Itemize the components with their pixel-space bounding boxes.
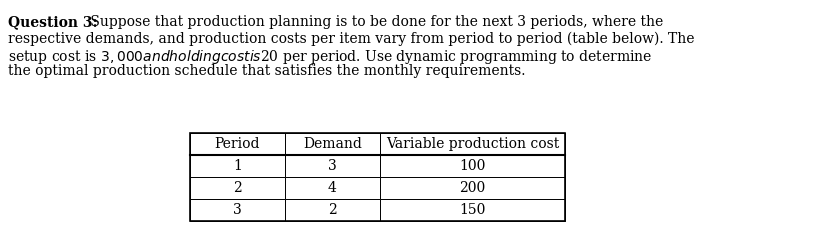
Bar <box>380 155 565 177</box>
Text: 3: 3 <box>233 203 242 217</box>
Text: Demand: Demand <box>303 137 362 151</box>
Bar <box>380 199 565 221</box>
Text: setup cost is $3,000 and holding cost is $20 per period. Use dynamic programming: setup cost is $3,000 and holding cost is… <box>8 48 652 66</box>
Text: the optimal production schedule that satisfies the monthly requirements.: the optimal production schedule that sat… <box>8 65 526 79</box>
Bar <box>190 199 285 221</box>
Text: Period: Period <box>215 137 260 151</box>
Bar <box>285 177 380 199</box>
Bar <box>380 177 565 199</box>
Text: respective demands, and production costs per item vary from period to period (ta: respective demands, and production costs… <box>8 31 695 46</box>
Text: 2: 2 <box>328 203 337 217</box>
Text: 4: 4 <box>328 181 337 195</box>
Bar <box>285 155 380 177</box>
Bar <box>190 133 285 155</box>
Bar <box>190 177 285 199</box>
Text: 1: 1 <box>233 159 242 173</box>
Text: 200: 200 <box>459 181 486 195</box>
Bar <box>380 133 565 155</box>
Bar <box>190 155 285 177</box>
Bar <box>285 133 380 155</box>
Bar <box>285 199 380 221</box>
Bar <box>190 133 565 221</box>
Text: 2: 2 <box>233 181 242 195</box>
Text: 150: 150 <box>459 203 486 217</box>
Text: Variable production cost: Variable production cost <box>386 137 559 151</box>
Text: 3: 3 <box>328 159 337 173</box>
Text: Suppose that production planning is to be done for the next 3 periods, where the: Suppose that production planning is to b… <box>86 15 663 29</box>
Text: Question 3:: Question 3: <box>8 15 98 29</box>
Text: 100: 100 <box>459 159 486 173</box>
